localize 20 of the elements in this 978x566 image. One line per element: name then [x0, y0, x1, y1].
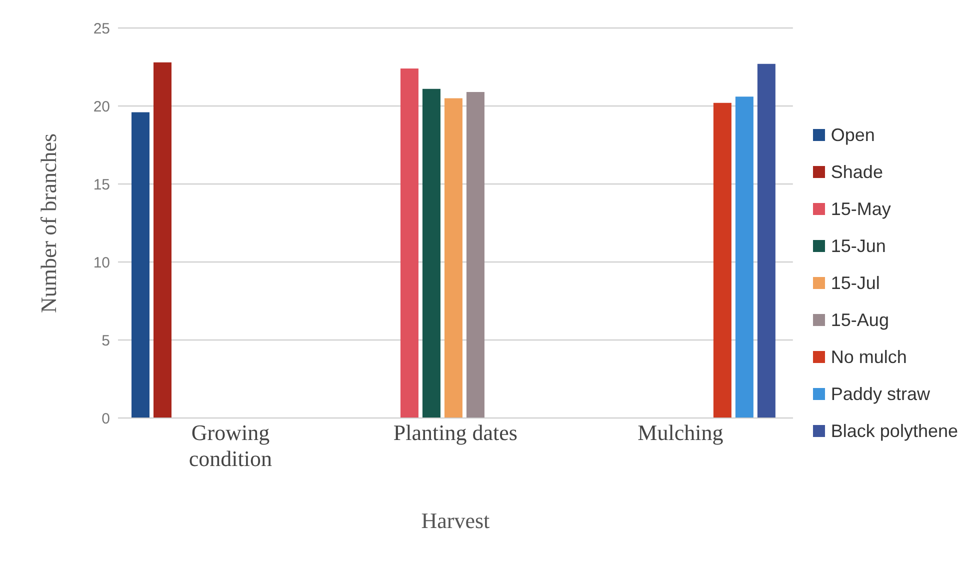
legend-label: 15-Jun	[830, 236, 886, 256]
legend-label: Open	[830, 124, 875, 146]
legend-label: Black polythene	[830, 420, 958, 442]
legend-label: 15-Jul	[830, 272, 880, 294]
legend-label: Paddy straw	[830, 384, 930, 404]
x-tick-label: Growing condition	[188, 420, 272, 471]
y-tick-label: 15	[93, 176, 110, 194]
y-axis-title: Number of branches	[36, 133, 61, 313]
legend-label: 15-Aug	[830, 310, 889, 330]
y-tick-label: 0	[102, 410, 110, 428]
y-tick-label: 10	[93, 254, 110, 272]
x-tick-label: Planting dates	[393, 420, 518, 445]
x-axis-title: Harvest	[421, 508, 490, 533]
y-tick-label: 5	[102, 332, 110, 350]
y-tick-label: 20	[93, 98, 110, 116]
legend-label: 15-May	[830, 198, 891, 220]
legend-label: Shade	[830, 162, 883, 182]
x-tick-label: Mulching	[638, 420, 724, 445]
legend-label: No mulch	[830, 346, 907, 368]
y-tick-label: 25	[93, 20, 110, 38]
